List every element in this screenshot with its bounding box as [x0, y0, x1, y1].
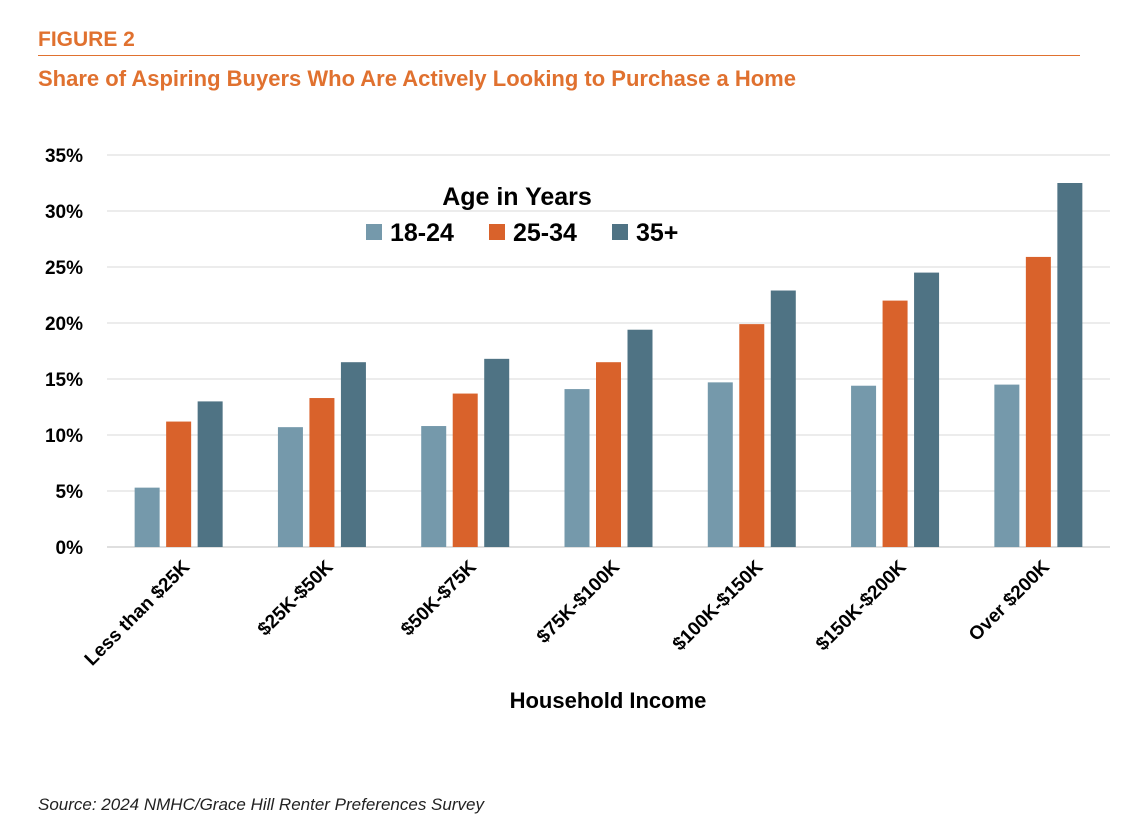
bar-25-34-5	[882, 300, 908, 547]
x-tick-label: $75K-$100K	[533, 556, 624, 647]
legend-label: 35+	[636, 219, 678, 247]
y-tick-label: 0%	[56, 538, 84, 559]
bar-35+-4	[770, 290, 796, 547]
x-tick-label: $150K-$200K	[812, 556, 911, 655]
legend-title: Age in Years	[442, 183, 592, 211]
bar-25-34-6	[1025, 256, 1051, 547]
bar-35+-3	[627, 329, 653, 547]
bar-18-24-5	[851, 385, 877, 547]
y-tick-label: 35%	[45, 146, 83, 167]
y-tick-label: 30%	[45, 202, 83, 223]
bar-18-24-4	[707, 382, 733, 547]
y-tick-label: 10%	[45, 426, 83, 447]
bar-18-24-1	[277, 427, 303, 547]
legend-swatch-35+	[612, 224, 628, 240]
bar-35+-1	[340, 362, 366, 547]
bar-35+-0	[197, 401, 223, 547]
y-tick-label: 20%	[45, 314, 83, 335]
legend-swatch-25-34	[489, 224, 505, 240]
y-tick-label: 5%	[56, 482, 84, 503]
x-tick-label: Over $200K	[965, 556, 1054, 645]
bar-25-34-2	[452, 393, 478, 547]
figure-label: FIGURE 2	[38, 28, 135, 51]
bar-35+-6	[1057, 183, 1083, 547]
legend-label: 25-34	[513, 219, 577, 247]
y-tick-label: 25%	[45, 258, 83, 279]
header-rule	[38, 55, 1080, 56]
x-tick-label: $100K-$150K	[669, 556, 768, 655]
x-tick-label: $25K-$50K	[254, 556, 338, 640]
bar-35+-2	[484, 358, 510, 547]
legend-swatch-18-24	[366, 224, 382, 240]
bar-18-24-3	[564, 389, 590, 547]
bar-18-24-2	[421, 426, 447, 547]
bar-35+-5	[914, 272, 940, 547]
legend-label: 18-24	[390, 219, 454, 247]
bar-18-24-0	[134, 487, 160, 547]
bar-25-34-3	[596, 362, 621, 547]
y-tick-label: 15%	[45, 370, 83, 391]
source-note: Source: 2024 NMHC/Grace Hill Renter Pref…	[38, 795, 484, 814]
chart-title: Share of Aspiring Buyers Who Are Activel…	[38, 66, 796, 91]
x-axis-label: Household Income	[510, 688, 707, 713]
x-tick-label: $50K-$75K	[397, 556, 481, 640]
x-tick-label: Less than $25K	[81, 556, 195, 670]
bar-25-34-4	[739, 324, 765, 547]
bar-25-34-1	[309, 398, 335, 547]
bar-18-24-6	[994, 384, 1020, 547]
bar-25-34-0	[166, 421, 192, 547]
